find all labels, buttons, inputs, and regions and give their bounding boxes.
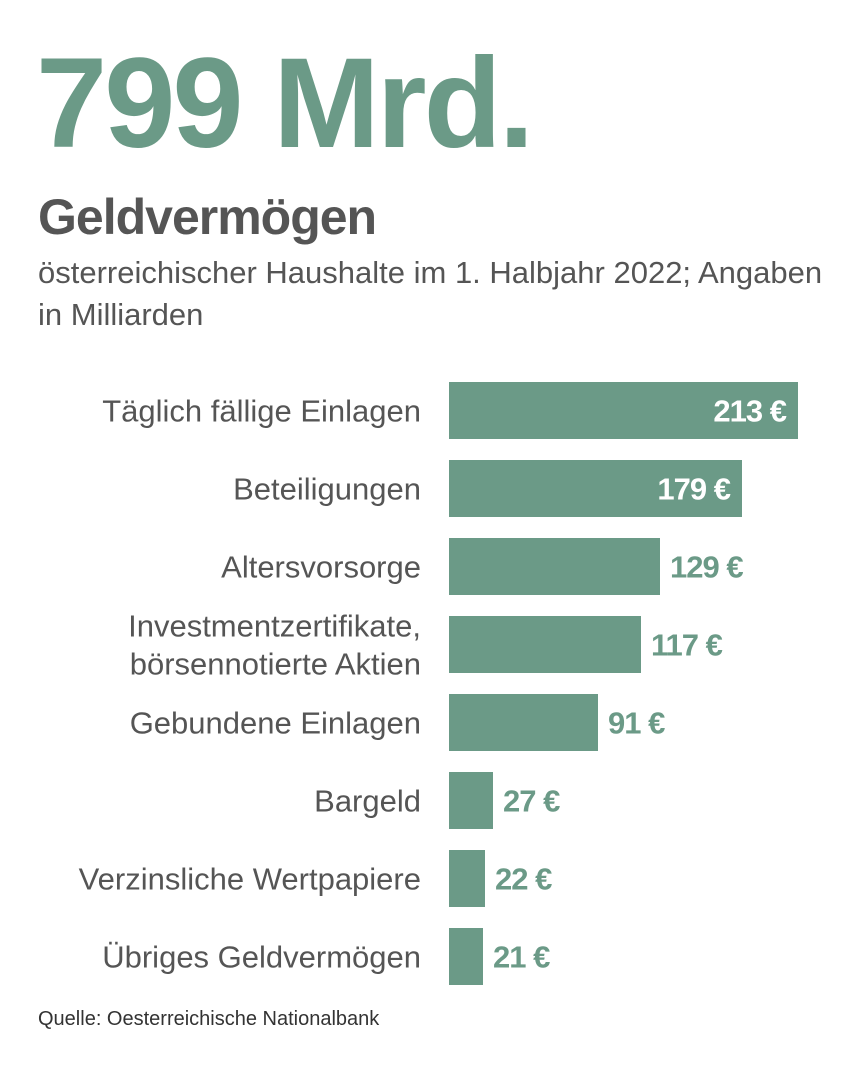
category-label: Beteiligungen bbox=[233, 472, 421, 507]
value-label: 213 € bbox=[713, 394, 786, 429]
value-label: 129 € bbox=[670, 550, 743, 585]
chart-subtitle: österreichischer Haushalte im 1. Halbjah… bbox=[38, 255, 823, 332]
headline-total: 799 Mrd. bbox=[36, 32, 534, 175]
value-label: 117 € bbox=[651, 628, 723, 663]
category-label: Investmentzertifikate, börsennotierte Akt… bbox=[128, 609, 421, 682]
category-label: Verzinsliche Wertpapiere bbox=[79, 862, 421, 897]
value-label: 179 € bbox=[657, 472, 730, 507]
bar bbox=[449, 382, 798, 439]
value-label: 22 € bbox=[495, 862, 552, 897]
bar bbox=[449, 772, 493, 829]
bar bbox=[449, 694, 598, 751]
category-label: Altersvorsorge bbox=[221, 550, 421, 585]
source-note: Quelle: Oesterreichische Nationalbank bbox=[38, 1008, 380, 1030]
category-label: Täglich fällige Einlagen bbox=[102, 394, 421, 429]
category-label: Gebundene Einlagen bbox=[130, 706, 421, 741]
value-label: 27 € bbox=[503, 784, 560, 819]
bar bbox=[449, 460, 742, 517]
value-label: 21 € bbox=[493, 940, 550, 975]
bar bbox=[449, 538, 660, 595]
bar bbox=[449, 850, 485, 907]
bar bbox=[449, 616, 641, 673]
value-label: 91 € bbox=[608, 706, 665, 741]
bar bbox=[449, 928, 483, 985]
category-label: Übriges Geldvermögen bbox=[102, 940, 421, 975]
category-label: Bargeld bbox=[314, 784, 421, 819]
chart-title: Geldvermögen bbox=[38, 189, 377, 245]
